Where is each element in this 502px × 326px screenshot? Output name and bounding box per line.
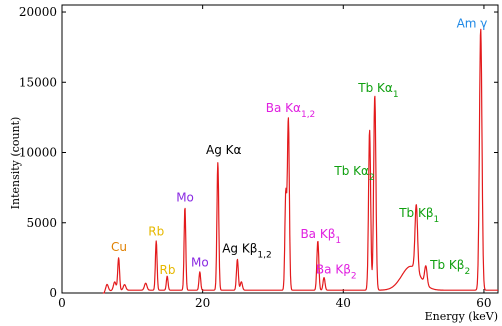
- y-tick-label: 15000: [19, 75, 57, 89]
- annotation-text: Cu: [111, 240, 127, 254]
- annotation-subscript: 2: [351, 271, 357, 281]
- annotation-subscript: 1: [434, 215, 440, 225]
- peak-annotation: Mo: [176, 191, 194, 205]
- plot-frame: [61, 4, 499, 294]
- peak-annotation: Rb: [148, 224, 164, 238]
- annotation-subscript: 1: [335, 236, 341, 246]
- y-tick-label: 5000: [26, 216, 57, 230]
- annotation-text: Ba Kβ: [300, 227, 335, 241]
- peak-annotation: Cu: [111, 240, 127, 254]
- annotation-subscript: 1,2: [257, 250, 271, 260]
- annotation-text: Am γ: [457, 16, 488, 30]
- annotation-text: Rb: [148, 224, 164, 238]
- y-axis-label: Intensity (count): [9, 117, 22, 210]
- y-tick-label: 20000: [19, 5, 57, 19]
- axis-ticks: 0 20 40 60 0 5000 10000 15000 20000: [19, 5, 498, 310]
- x-tick-label: 20: [195, 296, 210, 310]
- annotation-text: Mo: [191, 255, 209, 269]
- peak-annotation: Tb Kα2: [333, 164, 374, 183]
- y-tick-label: 10000: [19, 146, 57, 160]
- annotation-text: Ag Kα: [206, 143, 242, 157]
- annotation-text: Tb Kβ: [398, 206, 433, 220]
- annotation-text: Rb: [159, 263, 175, 277]
- peak-annotation: Am γ: [457, 16, 488, 30]
- series-line-0: [102, 28, 499, 294]
- peak-annotation: Mo: [191, 255, 209, 269]
- peak-annotation: Ba Kβ1: [300, 227, 341, 246]
- annotation-text: Ag Kβ: [222, 241, 257, 255]
- annotation-subscript: 2: [369, 173, 375, 183]
- annotation-subscript: 1: [393, 90, 399, 100]
- peak-annotation: Ba Kα1,2: [266, 101, 316, 120]
- x-tick-label: 0: [58, 296, 66, 310]
- annotation-subscript: 1,2: [301, 110, 315, 120]
- annotation-text: Tb Kα: [333, 164, 369, 178]
- peak-annotation: Ag Kα: [206, 143, 242, 157]
- annotation-text: Tb Kα: [357, 81, 393, 95]
- annotation-text: Ba Kα: [266, 101, 301, 115]
- peak-annotation: Ag Kβ1,2: [222, 241, 271, 260]
- peak-annotation: Tb Kβ2: [429, 258, 470, 277]
- series-layer: [102, 28, 499, 294]
- x-tick-label: 40: [336, 296, 351, 310]
- annotation-text: Mo: [176, 191, 194, 205]
- peak-annotation: Ba Kβ2: [316, 262, 357, 281]
- annotation-text: Ba Kβ: [316, 262, 351, 276]
- peak-annotation: Rb: [159, 263, 175, 277]
- peak-annotation: Tb Kβ1: [398, 206, 439, 225]
- annotation-subscript: 2: [464, 267, 470, 277]
- x-tick-label: 60: [476, 296, 491, 310]
- annotation-text: Tb Kβ: [429, 258, 464, 272]
- plot-area: [61, 4, 499, 294]
- peak-annotation: Tb Kα1: [357, 81, 398, 100]
- y-tick-label: 0: [49, 286, 57, 300]
- x-axis-label: Energy (keV): [425, 310, 498, 323]
